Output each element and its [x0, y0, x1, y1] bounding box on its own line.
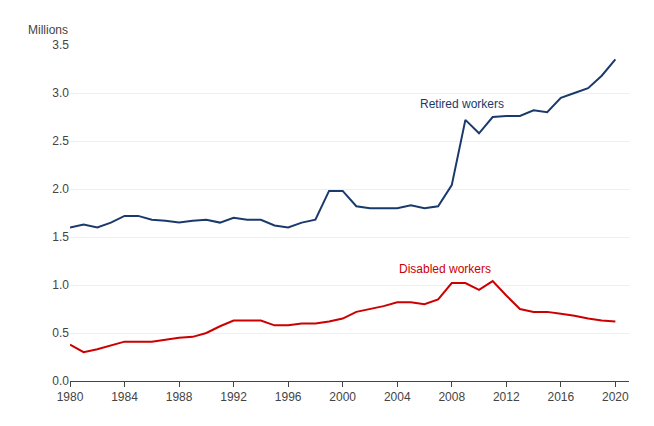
svg-text:Millions: Millions	[28, 23, 68, 37]
svg-text:3.0: 3.0	[52, 86, 69, 100]
svg-text:1992: 1992	[220, 390, 247, 404]
svg-text:2020: 2020	[602, 390, 629, 404]
svg-text:1.0: 1.0	[52, 278, 69, 292]
svg-text:1996: 1996	[275, 390, 302, 404]
svg-text:1984: 1984	[111, 390, 138, 404]
svg-text:0.5: 0.5	[52, 326, 69, 340]
svg-text:2012: 2012	[493, 390, 520, 404]
svg-text:3.5: 3.5	[52, 38, 69, 52]
svg-text:0.0: 0.0	[52, 374, 69, 388]
svg-text:2004: 2004	[384, 390, 411, 404]
svg-text:2008: 2008	[438, 390, 465, 404]
svg-text:2000: 2000	[329, 390, 356, 404]
svg-text:Disabled workers: Disabled workers	[399, 262, 491, 276]
svg-text:1988: 1988	[166, 390, 193, 404]
svg-text:1980: 1980	[57, 390, 84, 404]
svg-text:2.0: 2.0	[52, 182, 69, 196]
svg-text:1.5: 1.5	[52, 230, 69, 244]
svg-text:Retired workers: Retired workers	[420, 97, 504, 111]
svg-text:2016: 2016	[547, 390, 574, 404]
svg-text:2.5: 2.5	[52, 134, 69, 148]
